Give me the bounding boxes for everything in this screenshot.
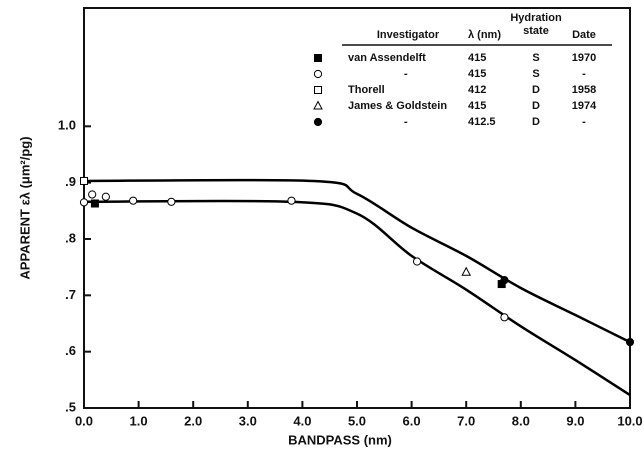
y-tick-label: 1.0 xyxy=(58,118,76,133)
legend-label: James & Goldstein xyxy=(348,100,447,112)
marker xyxy=(412,257,422,266)
x-axis-label: BANDPASS (nm) xyxy=(288,432,392,447)
legend-date: 1958 xyxy=(572,84,596,96)
x-tick-label: 2.0 xyxy=(184,413,202,428)
x-tick-label: 8.0 xyxy=(512,413,530,428)
marker xyxy=(101,192,110,201)
legend-date: - xyxy=(582,68,586,80)
legend-header-text: Hydration state xyxy=(510,12,562,37)
x-tick-label: 9.0 xyxy=(566,413,584,428)
legend-hydration: D xyxy=(532,100,540,112)
marker xyxy=(625,337,635,347)
y-tick-label: .8 xyxy=(65,230,76,245)
plot-frame xyxy=(83,7,631,409)
legend-wavelength: 415 xyxy=(468,100,486,112)
marker xyxy=(129,196,138,205)
y-tick-label: .9 xyxy=(65,174,76,189)
y-tick-label: .6 xyxy=(65,343,76,358)
x-tick-label: 1.0 xyxy=(130,413,148,428)
marker xyxy=(88,190,97,199)
legend-header: Date xyxy=(572,29,596,41)
legend-label: - xyxy=(404,116,408,128)
x-tick-label: 7.0 xyxy=(457,413,475,428)
marker xyxy=(79,198,89,207)
legend-hydration: D xyxy=(532,84,540,96)
fit-curve xyxy=(83,178,631,344)
legend-header: Investigator xyxy=(377,29,440,41)
fit-curve xyxy=(83,199,631,397)
legend-wavelength: 412 xyxy=(468,84,486,96)
legend: Investigator λ (nm) Hydration state Date van… xyxy=(313,12,612,128)
legend-label: van Assendelft xyxy=(348,52,426,64)
x-tick-label: 6.0 xyxy=(403,413,421,428)
x-tick-label: 0.0 xyxy=(75,413,93,428)
legend-header: λ (nm) xyxy=(468,29,501,41)
y-axis-label: APPARENT ελ (μm²/pg) xyxy=(17,136,32,279)
marker xyxy=(313,117,323,127)
legend-wavelength: 412.5 xyxy=(468,116,496,128)
legend-hydration: S xyxy=(532,52,539,64)
legend-date: - xyxy=(582,116,586,128)
marker xyxy=(313,100,323,110)
marker xyxy=(314,54,322,62)
legend-date: 1974 xyxy=(572,100,597,112)
marker xyxy=(314,86,322,94)
legend-wavelength: 415 xyxy=(468,52,486,64)
y-tick-label: .5 xyxy=(65,399,76,414)
legend-hydration: S xyxy=(532,68,539,80)
y-tick-label: .7 xyxy=(65,287,76,302)
marker xyxy=(90,199,99,208)
marker xyxy=(461,266,472,276)
legend-wavelength: 415 xyxy=(468,68,486,80)
x-tick-label: 5.0 xyxy=(348,413,366,428)
legend-header: Hydration state xyxy=(510,12,562,37)
legend-label: Thorell xyxy=(348,84,385,96)
x-tick-label: 4.0 xyxy=(293,413,311,428)
marker xyxy=(500,276,509,285)
marker xyxy=(167,197,176,206)
x-tick-label: 3.0 xyxy=(239,413,257,428)
marker xyxy=(80,176,88,185)
marker xyxy=(287,196,296,205)
legend-hydration: D xyxy=(532,116,540,128)
legend-date: 1970 xyxy=(572,52,596,64)
legend-label: - xyxy=(404,68,408,80)
marker xyxy=(313,69,323,79)
marker xyxy=(500,313,509,322)
x-tick-label: 10.0 xyxy=(617,413,642,428)
